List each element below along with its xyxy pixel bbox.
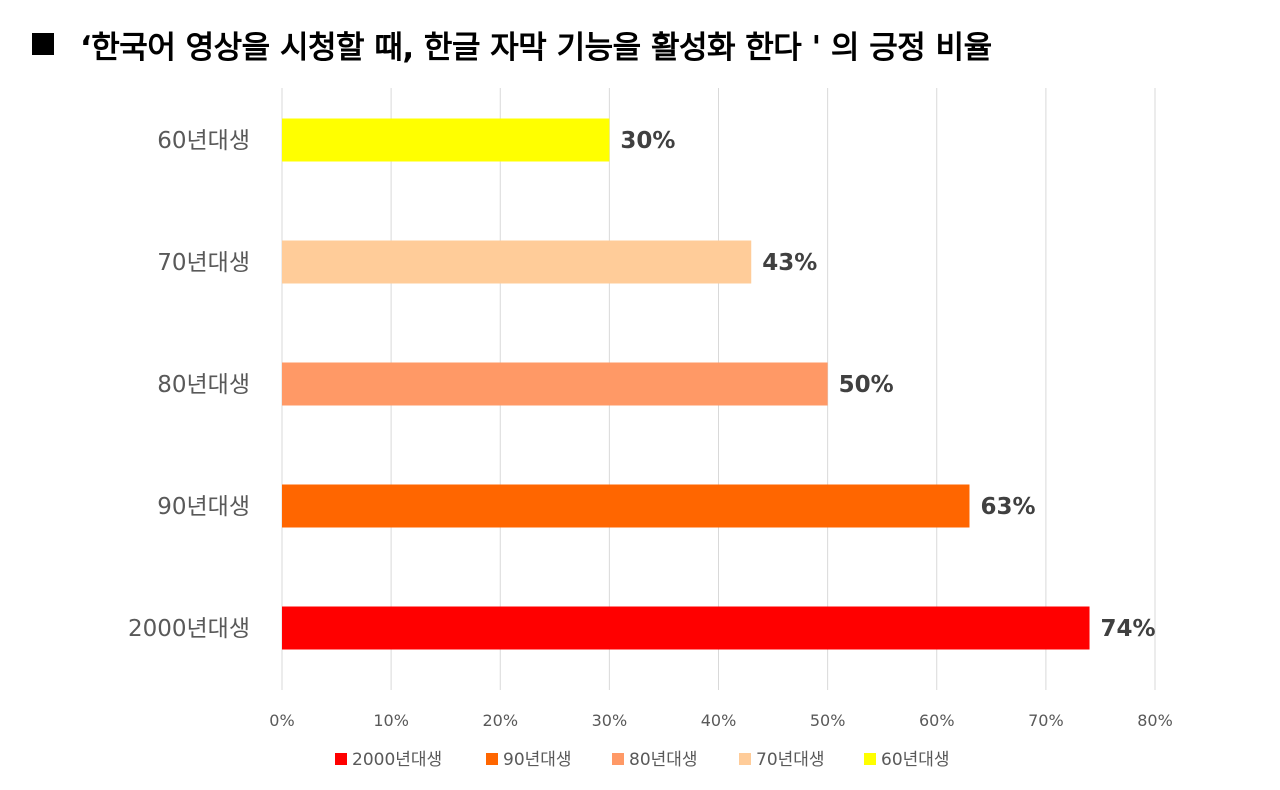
chart-title: ‘한국어 영상을 시청할 때, 한글 자막 기능을 활성화 한다 ' 의 긍정 …: [80, 29, 992, 66]
bar-4: [282, 484, 970, 528]
x-tick-label: 10%: [373, 711, 409, 730]
bars: [282, 118, 1090, 650]
bar-5: [282, 606, 1090, 650]
category-labels: 60년대생 70년대생 80년대생 90년대생 2000년대생: [128, 128, 250, 642]
x-tick-label: 80%: [1137, 711, 1173, 730]
data-label: 74%: [1101, 616, 1156, 642]
bar-2: [282, 240, 752, 284]
x-tick-label: 20%: [482, 711, 518, 730]
legend-swatch: [335, 753, 347, 765]
legend-swatch: [739, 753, 751, 765]
legend-swatch: [612, 753, 624, 765]
x-tick-label: 60%: [919, 711, 955, 730]
chart-title-row: ‘한국어 영상을 시청할 때, 한글 자막 기능을 활성화 한다 ' 의 긍정 …: [20, 14, 1270, 74]
bar-1: [282, 118, 610, 162]
category-label: 90년대생: [157, 494, 250, 520]
category-label: 70년대생: [157, 250, 250, 276]
category-label: 60년대생: [157, 128, 250, 154]
legend-swatch: [486, 753, 498, 765]
data-label: 63%: [980, 494, 1035, 520]
data-label: 50%: [839, 372, 894, 398]
legend-swatch: [864, 753, 876, 765]
x-tick-label: 70%: [1028, 711, 1064, 730]
data-label: 43%: [762, 250, 817, 276]
square-bullet-icon: [32, 33, 54, 55]
legend-label: 2000년대생: [352, 750, 442, 770]
x-tick-label: 0%: [269, 711, 294, 730]
legend-label: 70년대생: [756, 750, 825, 770]
legend-label: 90년대생: [503, 750, 572, 770]
category-label: 2000년대생: [128, 616, 250, 642]
legend: 2000년대생 90년대생 80년대생 70년대생 60년대생: [335, 750, 950, 770]
x-tick-label: 30%: [592, 711, 628, 730]
category-label: 80년대생: [157, 372, 250, 398]
data-label: 30%: [620, 128, 675, 154]
x-tick-label: 50%: [810, 711, 846, 730]
legend-label: 80년대생: [629, 750, 698, 770]
x-tick-label: 40%: [701, 711, 737, 730]
data-labels: 30% 43% 50% 63% 74%: [620, 128, 1155, 642]
bar-3: [282, 362, 828, 406]
x-axis-tick-labels: 0% 10% 20% 30% 40% 50% 60% 70% 80%: [269, 711, 1172, 730]
legend-label: 60년대생: [881, 750, 950, 770]
